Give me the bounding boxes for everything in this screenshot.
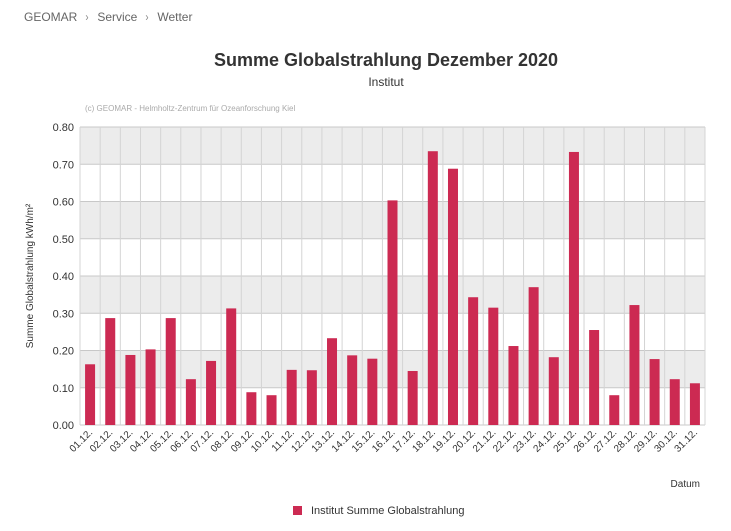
x-tick-label: 31.12. [673, 427, 700, 454]
chevron-right-icon: › [145, 10, 149, 24]
bar[interactable] [145, 349, 156, 425]
chevron-right-icon: › [85, 10, 89, 24]
x-axis-label: Datum [671, 479, 700, 490]
bar[interactable] [447, 168, 458, 425]
bar[interactable] [548, 357, 559, 425]
legend-label: Institut Summe Globalstrahlung [311, 505, 464, 517]
bar[interactable] [246, 392, 257, 425]
bar[interactable] [206, 360, 217, 425]
chart-title: Summe Globalstrahlung Dezember 2020 [214, 50, 558, 70]
bar[interactable] [387, 200, 398, 425]
bar[interactable] [165, 318, 176, 425]
bar[interactable] [266, 395, 277, 425]
bar[interactable] [488, 307, 499, 425]
x-tick-label: 10.12. [249, 427, 276, 454]
legend[interactable]: Institut Summe Globalstrahlung [293, 505, 464, 517]
bar[interactable] [85, 364, 96, 425]
y-tick-label: 0.10 [53, 383, 74, 395]
y-tick-label: 0.50 [53, 234, 74, 246]
y-tick-label: 0.30 [53, 308, 74, 320]
y-axis-label: Summe Globalstrahlung kWh/m² [25, 203, 36, 348]
bar[interactable] [327, 338, 338, 425]
bar[interactable] [105, 318, 116, 425]
bar[interactable] [528, 287, 539, 425]
bar[interactable] [125, 354, 136, 425]
chart-credit: (c) GEOMAR - Helmholtz-Zentrum für Ozean… [85, 104, 296, 113]
y-tick-label: 0.40 [53, 271, 74, 283]
y-tick-label: 0.20 [53, 346, 74, 358]
bar[interactable] [508, 346, 519, 425]
y-tick-label: 0.80 [53, 122, 74, 134]
bar[interactable] [427, 151, 438, 425]
bar[interactable] [609, 395, 620, 425]
y-tick-label: 0.60 [53, 197, 74, 209]
bar[interactable] [306, 370, 317, 425]
y-tick-label: 0.00 [53, 420, 74, 432]
bar[interactable] [468, 297, 479, 425]
bar[interactable] [589, 330, 600, 425]
bars [85, 151, 700, 425]
bar[interactable] [568, 151, 579, 425]
bar[interactable] [669, 379, 680, 425]
y-axis-ticks: 0.00 0.10 0.20 0.30 0.40 0.50 0.60 0.70 0.80 [53, 122, 74, 432]
bar[interactable] [185, 379, 196, 425]
breadcrumb-item-service[interactable]: Service [97, 10, 138, 24]
legend-swatch [293, 506, 302, 515]
breadcrumb-item-geomar[interactable]: GEOMAR [24, 10, 78, 24]
bar[interactable] [629, 305, 640, 425]
breadcrumb: GEOMAR › Service › Wetter [24, 10, 192, 24]
bar[interactable] [286, 369, 297, 425]
breadcrumb-item-wetter[interactable]: Wetter [157, 10, 193, 24]
bar[interactable] [226, 308, 237, 425]
bar[interactable] [347, 355, 358, 425]
bar[interactable] [689, 383, 700, 425]
bar[interactable] [649, 359, 660, 425]
x-axis-ticks: 01.12.02.12.03.12.04.12.05.12.06.12.07.1… [68, 427, 700, 454]
grid-lines [79, 126, 706, 426]
bar[interactable] [367, 358, 378, 425]
y-tick-label: 0.70 [53, 159, 74, 171]
bar[interactable] [407, 370, 418, 425]
plot-band [80, 127, 705, 165]
chart-subtitle: Institut [368, 75, 404, 89]
